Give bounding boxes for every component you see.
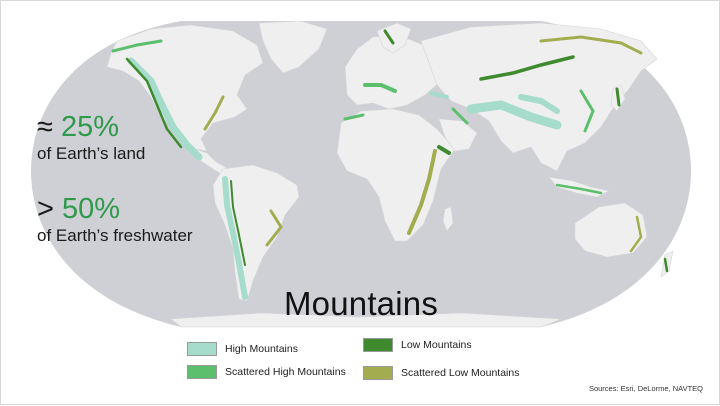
legend-label-scattered-low: Scattered Low Mountains: [401, 367, 520, 379]
range-central-asia: [479, 55, 575, 81]
range-ethiopian: [437, 145, 451, 155]
legend-low-mountains: Low Mountains: [363, 338, 472, 352]
range-alaska: [111, 39, 163, 53]
stat-freshwater-label: of Earth’s freshwater: [37, 226, 193, 245]
landmass-africa: [336, 108, 456, 242]
greater-than-symbol: >: [37, 193, 54, 225]
range-east-asia: [579, 89, 595, 133]
legend-label-low: Low Mountains: [401, 339, 472, 351]
range-great-dividing: [629, 215, 643, 253]
stat-land: ≈ 25% of Earth’s land: [37, 111, 145, 165]
range-east-african: [407, 149, 437, 235]
range-caucasus: [429, 91, 449, 99]
page-title: Mountains: [283, 285, 439, 322]
landmass-antarctica: [170, 312, 562, 328]
legend-swatch-scattered-high: [187, 365, 217, 379]
stat-land-value: ≈ 25%: [37, 111, 145, 143]
stat-freshwater-percent: 50%: [62, 193, 121, 225]
landmass-north-america: [106, 24, 264, 152]
range-andes: [222, 176, 248, 300]
landmass-europe: [344, 34, 442, 110]
stat-freshwater: > 50% of Earth’s freshwater: [37, 193, 193, 247]
landmass-madagascar: [442, 206, 454, 232]
legend-swatch-scattered-low: [363, 366, 393, 380]
legend-scattered-high-mountains: Scattered High Mountains: [187, 365, 346, 379]
legend-label-high: High Mountains: [225, 343, 298, 355]
range-himalaya: [466, 100, 562, 130]
landmass-greenland: [258, 20, 328, 74]
mountain-ranges: [111, 29, 669, 300]
range-zagros: [451, 107, 469, 125]
legend-swatch-high: [187, 342, 217, 356]
landmass-south-america: [212, 164, 300, 302]
range-rockies: [127, 57, 203, 161]
legend-swatch-low: [363, 338, 393, 352]
range-southern-alps: [663, 257, 669, 273]
stat-land-percent: 25%: [60, 111, 120, 143]
range-atlas: [343, 113, 365, 121]
range-brazil-highlands: [265, 209, 283, 247]
legend-scattered-low-mountains: Scattered Low Mountains: [363, 366, 519, 380]
range-tibet: [518, 94, 560, 114]
landmass-asia: [420, 22, 658, 172]
range-alps: [363, 83, 397, 93]
legend-label-scattered-high: Scattered High Mountains: [225, 366, 346, 378]
legend-high-mountains: High Mountains: [187, 342, 298, 356]
range-rockies-low: [125, 57, 183, 149]
range-andes-low: [230, 180, 246, 266]
range-appalachians: [203, 95, 225, 131]
sources-credit: Sources: Esri, DeLorme, NAVTEQ: [588, 384, 703, 393]
range-siberia: [539, 35, 643, 55]
range-japan: [615, 87, 621, 107]
range-scandinavian: [383, 29, 395, 45]
stat-land-label: of Earth’s land: [37, 144, 146, 163]
landmass-australia: [574, 202, 648, 258]
range-indonesia: [555, 183, 603, 195]
stat-freshwater-value: > 50%: [37, 193, 193, 225]
approx-symbol: ≈: [37, 111, 53, 143]
